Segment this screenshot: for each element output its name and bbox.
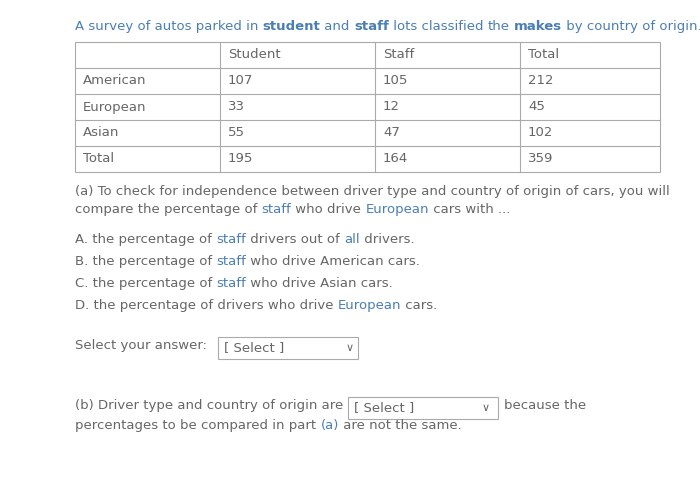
Text: staff: staff [216, 255, 246, 268]
Text: percentages to be compared in part: percentages to be compared in part [75, 419, 321, 432]
Text: 12: 12 [383, 101, 400, 114]
Text: Total: Total [83, 153, 114, 166]
Text: cars with ...: cars with ... [429, 203, 510, 216]
Text: staff: staff [354, 20, 389, 33]
Text: 107: 107 [228, 74, 253, 87]
Text: all: all [344, 233, 360, 246]
Bar [347, 397, 498, 419]
Text: makes: makes [514, 20, 562, 33]
Text: (a) To check for independence between driver type and country of origin of cars,: (a) To check for independence between dr… [75, 185, 670, 198]
Text: 164: 164 [383, 153, 408, 166]
Text: ∨: ∨ [346, 343, 354, 353]
Text: 212: 212 [528, 74, 554, 87]
Text: 33: 33 [228, 101, 245, 114]
Text: and: and [321, 20, 354, 33]
Text: who drive American cars.: who drive American cars. [246, 255, 420, 268]
Text: who drive Asian cars.: who drive Asian cars. [246, 277, 393, 290]
Text: Student: Student [228, 49, 281, 62]
Text: American: American [83, 74, 146, 87]
Text: drivers out of: drivers out of [246, 233, 344, 246]
Text: [ Select ]: [ Select ] [354, 401, 414, 415]
Text: D. the percentage of drivers who drive: D. the percentage of drivers who drive [75, 299, 337, 312]
Text: who drive: who drive [291, 203, 365, 216]
Text: C. the percentage of: C. the percentage of [75, 277, 216, 290]
Text: Staff: Staff [383, 49, 414, 62]
Text: 102: 102 [528, 126, 554, 139]
Text: Select your answer:: Select your answer: [75, 339, 207, 352]
Text: European: European [337, 299, 401, 312]
Text: staff: staff [262, 203, 291, 216]
Text: drivers.: drivers. [360, 233, 414, 246]
Text: 45: 45 [528, 101, 545, 114]
Text: A. the percentage of: A. the percentage of [75, 233, 216, 246]
Text: compare the percentage of: compare the percentage of [75, 203, 262, 216]
Text: staff: staff [216, 277, 246, 290]
Text: A survey of autos parked in: A survey of autos parked in [75, 20, 262, 33]
Text: 47: 47 [383, 126, 400, 139]
Text: B. the percentage of: B. the percentage of [75, 255, 216, 268]
Text: the: the [488, 20, 510, 33]
Text: (a): (a) [321, 419, 339, 432]
Text: Asian: Asian [83, 126, 120, 139]
Text: European: European [83, 101, 146, 114]
Text: Total: Total [528, 49, 559, 62]
Text: by country of origin.: by country of origin. [562, 20, 700, 33]
Text: European: European [365, 203, 429, 216]
Text: cars.: cars. [401, 299, 438, 312]
Text: staff: staff [216, 233, 246, 246]
Bar [75, 42, 660, 172]
Bar [218, 337, 358, 359]
Text: lots classified: lots classified [389, 20, 488, 33]
Text: because the: because the [503, 399, 586, 412]
Text: are not the same.: are not the same. [339, 419, 461, 432]
Text: 195: 195 [228, 153, 253, 166]
Text: ∨: ∨ [482, 403, 489, 413]
Text: (b) Driver type and country of origin are: (b) Driver type and country of origin ar… [75, 399, 347, 412]
Text: 105: 105 [383, 74, 408, 87]
Text: [ Select ]: [ Select ] [224, 342, 284, 354]
Text: student: student [262, 20, 321, 33]
Text: 359: 359 [528, 153, 554, 166]
Text: 55: 55 [228, 126, 245, 139]
